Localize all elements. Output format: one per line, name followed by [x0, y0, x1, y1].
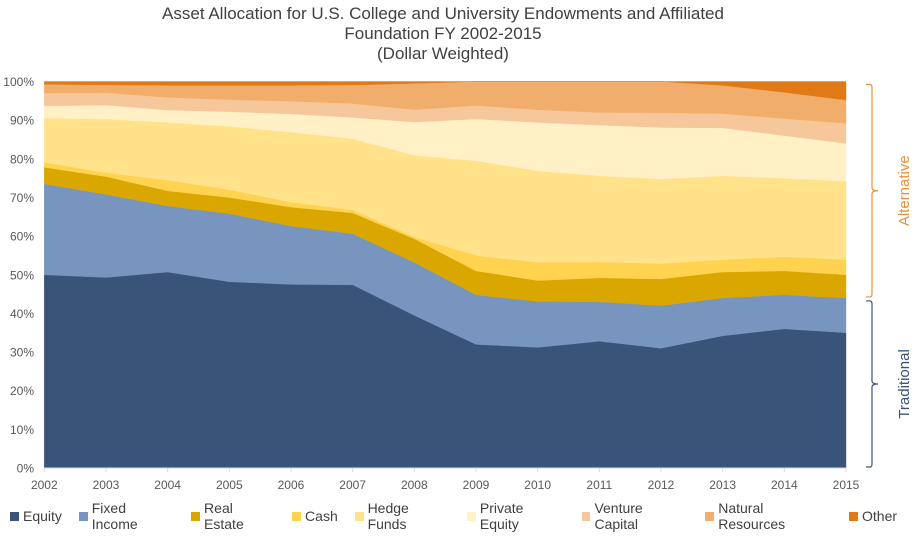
y-tick-label: 20%	[10, 384, 34, 398]
x-tick-label: 2005	[216, 478, 243, 492]
x-tick-label: 2007	[339, 478, 366, 492]
x-tick-label: 2012	[648, 478, 675, 492]
chart-title-line-2: Foundation FY 2002-2015	[344, 24, 542, 43]
x-tick-label: 2014	[771, 478, 798, 492]
legend-swatch	[581, 511, 591, 521]
legend-item-hedge-funds: Hedge Funds	[354, 500, 450, 532]
y-tick-label: 40%	[10, 307, 34, 321]
y-tick-label: 50%	[10, 268, 34, 282]
y-tick-label: 10%	[10, 423, 34, 437]
legend-item-private-equity: Private Equity	[467, 500, 565, 532]
brace-alternative	[866, 83, 879, 298]
x-tick-label: 2003	[93, 478, 120, 492]
legend-item-fixed-income: Fixed Income	[78, 500, 174, 532]
legend-item-real-estate: Real Estate	[191, 500, 275, 532]
x-tick-label: 2010	[524, 478, 551, 492]
y-tick-label: 90%	[10, 114, 34, 128]
axes: 0% 10% 20% 30% 40% 50% 60% 70% 80% 90% 100% 2002 200…	[3, 75, 859, 492]
y-tick-label: 100%	[3, 75, 34, 89]
legend: Equity Fixed Income Real Estate Cash Hedge F…	[10, 500, 914, 532]
legend-item-natural-resources: Natural Resources	[705, 500, 832, 532]
y-tick-label: 0%	[17, 462, 35, 476]
area-layers	[44, 81, 847, 469]
x-tick-label: 2004	[154, 478, 181, 492]
x-tick-label: 2015	[833, 478, 860, 492]
chart-title: Asset Allocation for U.S. College and Un…	[0, 4, 886, 64]
x-tick-label: 2002	[31, 478, 58, 492]
legend-label: Hedge Funds	[367, 500, 409, 532]
legend-swatch	[78, 511, 88, 521]
legend-label: Natural Resources	[718, 500, 786, 532]
x-tick-label: 2006	[278, 478, 305, 492]
brace-label-traditional: Traditional	[896, 349, 913, 418]
legend-swatch	[292, 511, 302, 521]
y-tick-label: 80%	[10, 152, 34, 166]
legend-label: Other	[862, 508, 898, 524]
legend-label: Real Estate	[204, 500, 244, 532]
legend-swatch	[467, 511, 476, 521]
x-tick-label: 2013	[709, 478, 736, 492]
chart-title-line-1: Asset Allocation for U.S. College and Un…	[162, 4, 724, 23]
area-other	[44, 81, 847, 101]
legend-item-other: Other	[849, 508, 897, 524]
y-tick-label: 60%	[10, 230, 34, 244]
legend-label: Private Equity	[479, 500, 524, 532]
x-tick-label: 2009	[463, 478, 490, 492]
chart-title-line-3: (Dollar Weighted)	[377, 44, 509, 63]
legend-label: Venture Capital	[594, 500, 643, 532]
legend-label: Equity	[23, 508, 62, 524]
y-tick-label: 70%	[10, 191, 34, 205]
legend-swatch	[705, 511, 715, 521]
legend-item-cash: Cash	[292, 508, 338, 524]
brace-traditional	[866, 300, 879, 468]
group-braces: Alternative Traditional	[866, 83, 913, 468]
brace-label-alternative: Alternative	[896, 155, 913, 226]
legend-swatch	[191, 511, 201, 521]
legend-item-venture-capital: Venture Capital	[581, 500, 689, 532]
legend-swatch	[849, 511, 858, 521]
x-tick-label: 2008	[401, 478, 428, 492]
x-tick-label: 2011	[586, 478, 612, 492]
legend-label: Fixed Income	[91, 500, 138, 532]
legend-swatch	[10, 511, 19, 521]
legend-item-equity: Equity	[10, 508, 62, 524]
y-tick-label: 30%	[10, 346, 34, 360]
legend-label: Cash	[305, 508, 338, 524]
legend-swatch	[354, 511, 364, 521]
